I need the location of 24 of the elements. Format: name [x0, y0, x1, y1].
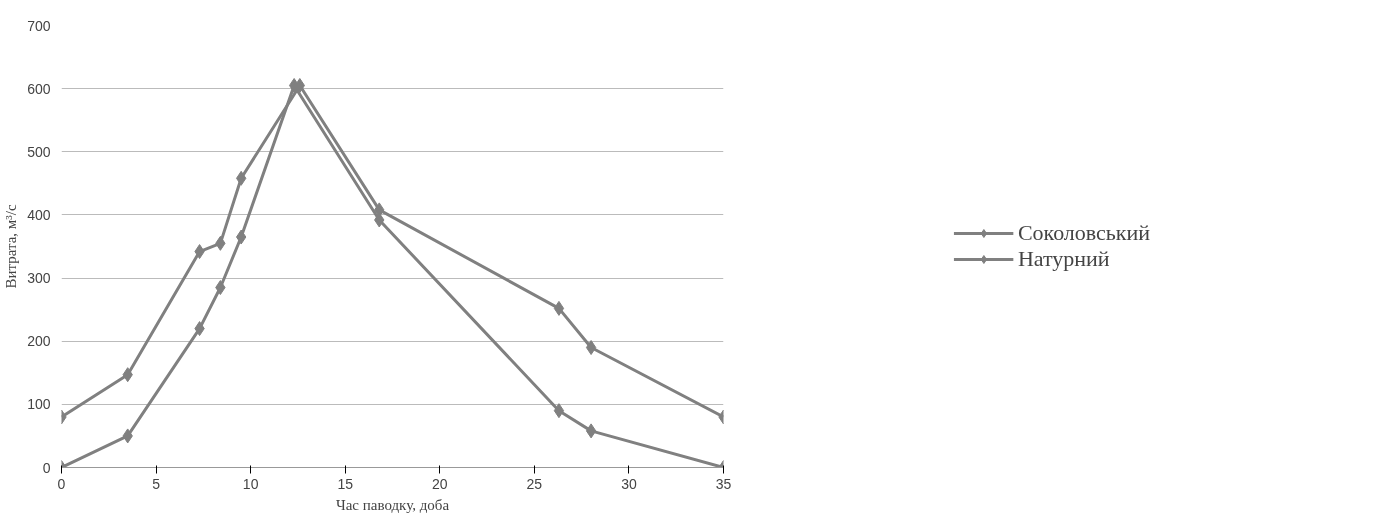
x-tick-label: 35 — [715, 475, 732, 492]
x-tick-label: 30 — [621, 475, 637, 492]
y-tick-label: 400 — [27, 206, 51, 223]
y-tick-label: 200 — [27, 333, 51, 350]
point — [585, 423, 597, 439]
y-tick-label: 0 — [42, 459, 51, 476]
point — [553, 403, 565, 419]
y-tick-label: 100 — [27, 396, 51, 413]
x-tick-label: 0 — [57, 475, 66, 492]
x-axis-title: Час паводку, доба — [335, 496, 450, 513]
x-tick-label: 25 — [526, 475, 543, 492]
y-tick-label: 600 — [27, 80, 51, 97]
point — [585, 340, 597, 356]
x-tick-label: 15 — [337, 475, 354, 492]
y-tick-label: 300 — [27, 270, 51, 287]
y-tick-label: 700 — [27, 17, 51, 34]
legend-label: Соколовський — [1017, 220, 1151, 246]
legend-label: Натурний — [1017, 246, 1110, 272]
y-axis-title: Витрата, м³/с — [3, 204, 20, 289]
x-tick-label: 20 — [432, 475, 448, 492]
point — [553, 300, 565, 316]
y-tick-label: 500 — [27, 143, 51, 160]
x-tick-label: 10 — [242, 475, 259, 492]
x-tick-label: 5 — [152, 475, 161, 492]
